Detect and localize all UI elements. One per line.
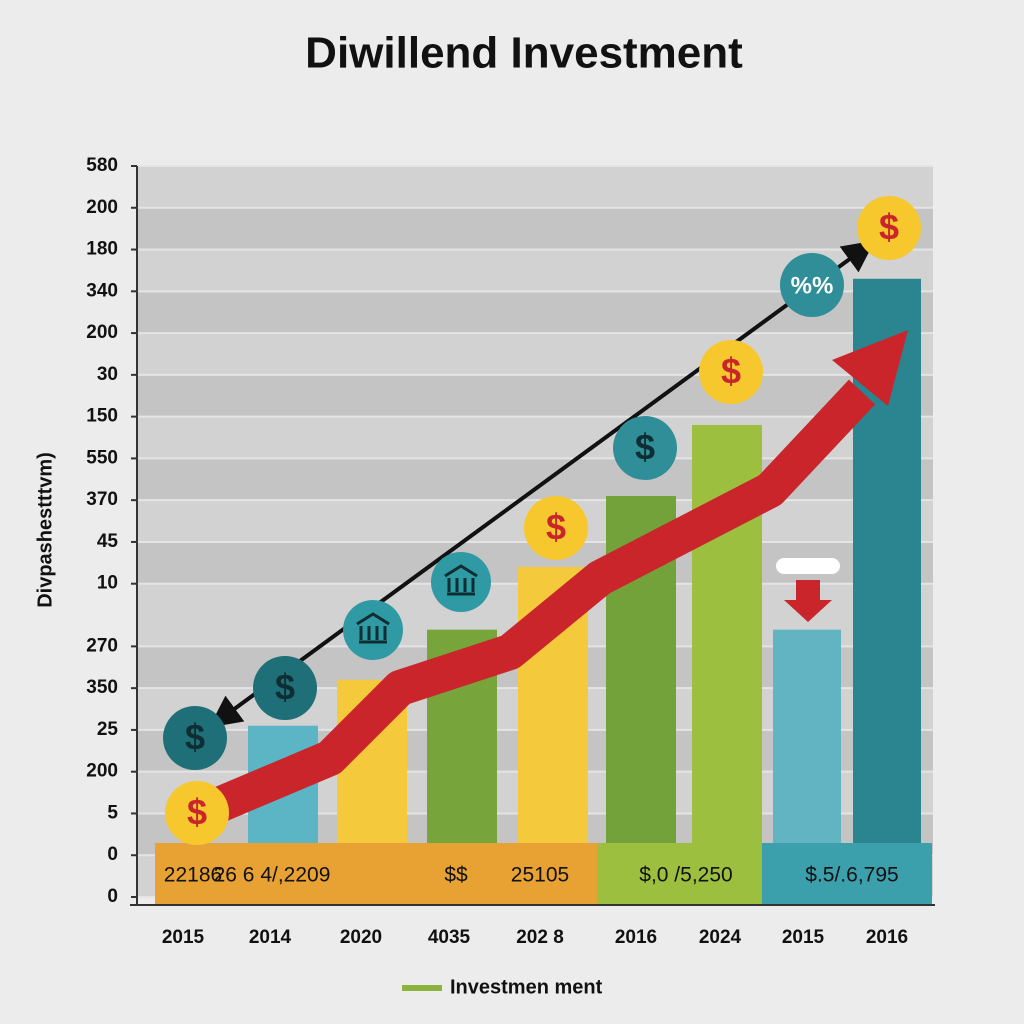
y-tick-label: 550 xyxy=(86,447,118,468)
x-tick-label: 2015 xyxy=(162,927,205,948)
y-tick-label: 45 xyxy=(97,531,119,552)
coin xyxy=(165,781,229,845)
icon-coin xyxy=(431,552,491,612)
coin xyxy=(253,656,317,720)
coin-label: $ xyxy=(635,427,655,468)
icon-coin xyxy=(343,600,403,660)
grid-band xyxy=(137,166,933,208)
coin xyxy=(857,196,921,260)
grid-band xyxy=(137,374,933,417)
y-tick-label: 340 xyxy=(86,280,118,301)
icon xyxy=(356,612,390,644)
coin xyxy=(699,340,763,404)
coin-label: $ xyxy=(187,792,207,833)
y-tick-label: 5 xyxy=(107,802,118,823)
icon xyxy=(444,564,478,596)
y-tick-label: 580 xyxy=(86,155,118,176)
y-tick-label: 0 xyxy=(107,886,118,907)
down-arrow xyxy=(784,580,832,622)
band-label: $.5/.6,795 xyxy=(805,864,898,887)
value-band xyxy=(762,843,932,905)
band-label: $$ xyxy=(444,864,468,887)
y-tick-label: 200 xyxy=(86,322,118,343)
x-tick-label: 2016 xyxy=(615,927,657,948)
x-tick-label: 202 8 xyxy=(516,927,564,948)
grid-band xyxy=(137,207,933,250)
coin xyxy=(524,496,588,560)
coin xyxy=(163,706,227,770)
y-tick-label: 30 xyxy=(97,364,118,385)
band-label: 25105 xyxy=(511,864,569,887)
grid-band xyxy=(137,333,933,375)
y-tick-label: 200 xyxy=(86,761,118,782)
coin-label: $ xyxy=(721,351,741,392)
legend-label: Investmen ment xyxy=(450,976,603,998)
y-tick-label: 0 xyxy=(107,844,118,865)
x-tick-label: 2015 xyxy=(782,927,825,948)
y-tick-label: 180 xyxy=(86,239,118,260)
coin xyxy=(613,416,677,480)
coin-label: $ xyxy=(185,717,205,758)
value-band xyxy=(155,843,597,905)
y-axis-label: Divpashestttvm) xyxy=(34,452,56,608)
growth-arrow xyxy=(209,240,875,728)
band-label: 22186 xyxy=(164,864,222,887)
y-tick-label: 10 xyxy=(97,573,118,594)
marker-pill xyxy=(776,558,840,574)
chart-title: Diwillend Investment xyxy=(305,29,743,78)
coin-label: $ xyxy=(879,207,899,248)
x-tick-label: 2024 xyxy=(699,927,742,948)
y-tick-label: 350 xyxy=(86,677,118,698)
coin-label: %% xyxy=(791,272,834,299)
x-tick-label: 2014 xyxy=(249,927,292,948)
x-tick-label: 2016 xyxy=(866,927,908,948)
coin-label: $ xyxy=(546,507,566,548)
coin-label: $ xyxy=(275,667,295,708)
coin xyxy=(780,253,844,317)
y-tick-label: 370 xyxy=(86,489,118,510)
y-tick-label: 25 xyxy=(97,719,119,740)
band-label: $,0 /5,250 xyxy=(639,864,732,887)
y-tick-label: 270 xyxy=(86,635,118,656)
y-tick-label: 150 xyxy=(86,406,118,427)
value-band xyxy=(597,843,762,905)
x-tick-label: 4035 xyxy=(428,927,471,948)
y-tick-label: 200 xyxy=(86,197,118,218)
band-label: 26 6 4/,2209 xyxy=(214,864,331,887)
x-tick-label: 2020 xyxy=(340,927,382,948)
